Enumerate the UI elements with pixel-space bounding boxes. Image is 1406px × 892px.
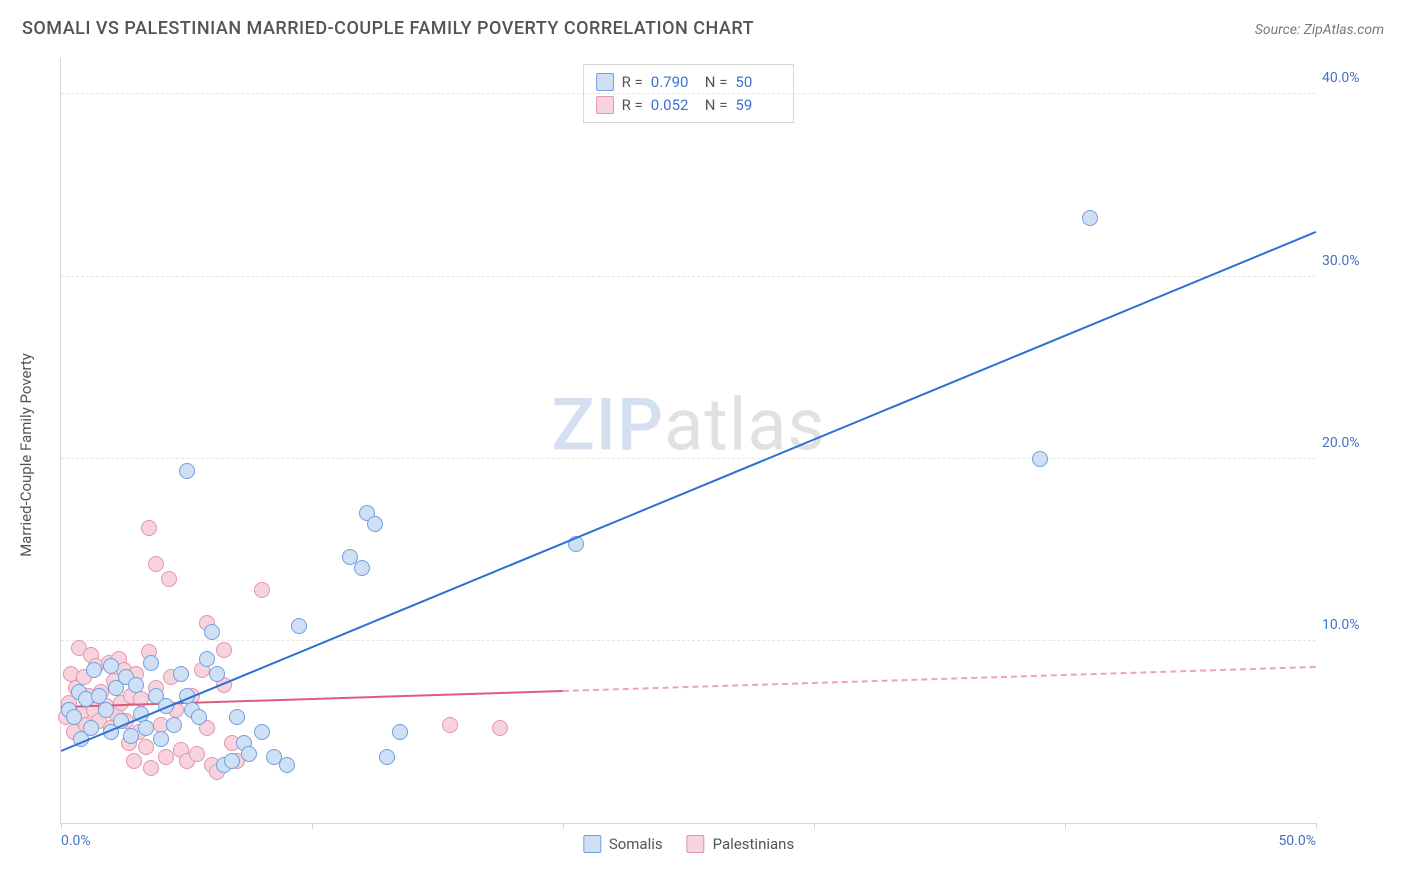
data-point-palestinian xyxy=(442,717,458,733)
x-tick xyxy=(563,823,564,829)
legend-swatch xyxy=(687,835,705,853)
x-tick-label: 0.0% xyxy=(61,833,91,849)
data-point-somali xyxy=(138,720,154,736)
data-point-somali xyxy=(86,662,102,678)
data-point-somali xyxy=(354,560,370,576)
legend-r-label: R = xyxy=(622,94,643,117)
y-tick-label: 20.0% xyxy=(1322,435,1378,451)
legend-series-item: Somalis xyxy=(583,835,663,853)
y-tick-label: 40.0% xyxy=(1322,70,1378,86)
legend-series-label: Palestinians xyxy=(713,835,795,853)
data-point-somali xyxy=(91,688,107,704)
data-point-palestinian xyxy=(158,749,174,765)
legend-swatch xyxy=(596,73,614,91)
data-point-somali xyxy=(173,666,189,682)
plot-area: ZIPatlas R =0.790N =50R =0.052N =59 Soma… xyxy=(60,58,1316,824)
legend-n-label: N = xyxy=(705,71,728,94)
data-point-somali xyxy=(199,651,215,667)
legend-n-label: N = xyxy=(705,94,728,117)
data-point-somali xyxy=(229,709,245,725)
y-tick-label: 30.0% xyxy=(1322,253,1378,269)
legend-series-item: Palestinians xyxy=(687,835,795,853)
chart-title: SOMALI VS PALESTINIAN MARRIED-COUPLE FAM… xyxy=(22,18,754,39)
data-point-somali xyxy=(367,516,383,532)
data-point-palestinian xyxy=(143,760,159,776)
data-point-somali xyxy=(66,709,82,725)
legend-stats-row: R = 0.052 N = 59 xyxy=(596,94,782,117)
gridline xyxy=(61,93,1316,94)
data-point-somali xyxy=(98,702,114,718)
data-point-palestinian xyxy=(141,520,157,536)
chart-container: Married-Couple Family Poverty ZIPatlas R… xyxy=(20,48,1386,862)
y-tick-label: 10.0% xyxy=(1322,617,1378,633)
gridline xyxy=(61,640,1316,641)
data-point-somali xyxy=(392,724,408,740)
data-point-somali xyxy=(1032,451,1048,467)
data-point-somali xyxy=(191,709,207,725)
legend-n-value: 59 xyxy=(735,94,781,117)
data-point-somali xyxy=(241,746,257,762)
x-tick xyxy=(814,823,815,829)
gridline xyxy=(61,276,1316,277)
data-point-palestinian xyxy=(492,720,508,736)
legend-swatch xyxy=(596,96,614,114)
data-point-somali xyxy=(224,753,240,769)
data-point-palestinian xyxy=(126,753,142,769)
legend-r-value: 0.790 xyxy=(651,71,697,94)
data-point-palestinian xyxy=(254,582,270,598)
data-point-palestinian xyxy=(138,739,154,755)
data-point-somali xyxy=(291,618,307,634)
data-point-somali xyxy=(143,655,159,671)
data-point-somali xyxy=(103,658,119,674)
data-point-somali xyxy=(379,749,395,765)
data-point-palestinian xyxy=(148,556,164,572)
data-point-somali xyxy=(279,757,295,773)
watermark: ZIPatlas xyxy=(551,383,825,468)
data-point-somali xyxy=(204,624,220,640)
x-tick-label: 50.0% xyxy=(1278,833,1316,849)
legend-r-label: R = xyxy=(622,71,643,94)
data-point-somali xyxy=(1082,210,1098,226)
gridline xyxy=(61,458,1316,459)
x-tick xyxy=(1065,823,1066,829)
data-point-somali xyxy=(209,666,225,682)
trend-line xyxy=(563,666,1316,692)
legend-series-label: Somalis xyxy=(609,835,663,853)
data-point-palestinian xyxy=(161,571,177,587)
x-tick xyxy=(1316,823,1317,829)
data-point-somali xyxy=(254,724,270,740)
data-point-palestinian xyxy=(189,746,205,762)
data-point-somali xyxy=(123,728,139,744)
source-label: Source: ZipAtlas.com xyxy=(1255,22,1384,38)
y-axis-label: Married-Couple Family Poverty xyxy=(17,353,35,557)
data-point-somali xyxy=(166,717,182,733)
x-tick xyxy=(312,823,313,829)
legend-series: Somalis Palestinians xyxy=(583,835,794,853)
legend-stats-row: R = 0.790 N = 50 xyxy=(596,71,782,94)
data-point-somali xyxy=(153,731,169,747)
legend-n-value: 50 xyxy=(735,71,781,94)
data-point-palestinian xyxy=(216,642,232,658)
data-point-somali xyxy=(128,677,144,693)
legend-r-value: 0.052 xyxy=(651,94,697,117)
legend-swatch xyxy=(583,835,601,853)
data-point-somali xyxy=(179,463,195,479)
x-tick xyxy=(61,823,62,829)
